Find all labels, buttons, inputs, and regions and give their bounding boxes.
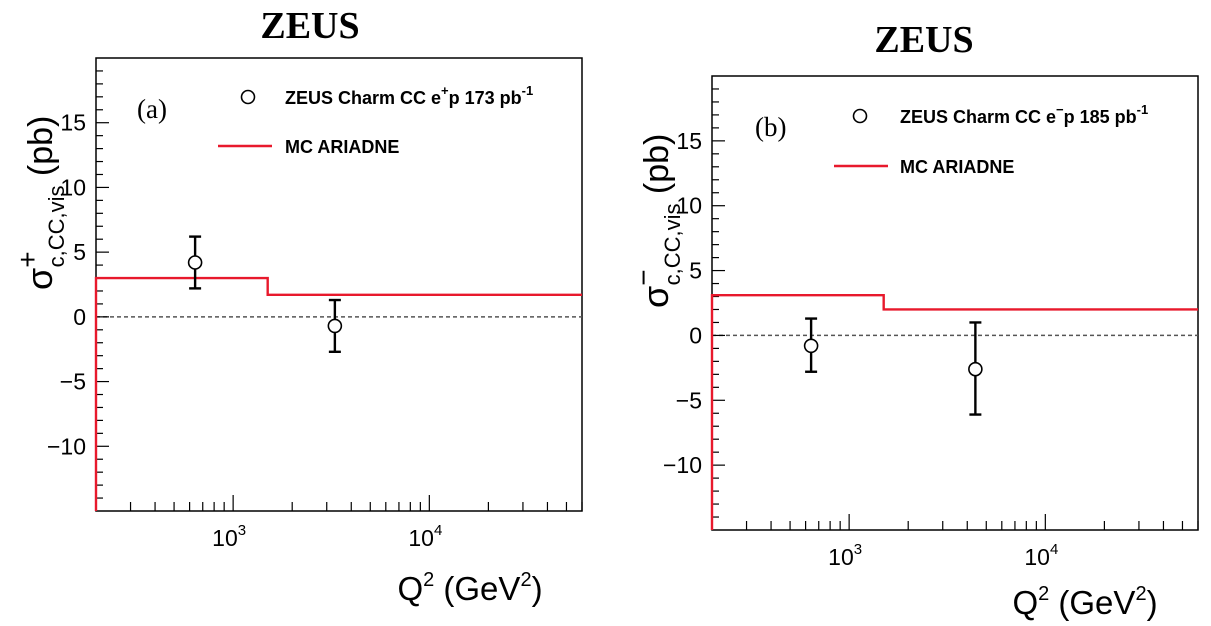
y-label-sup: + <box>12 251 43 267</box>
x-tick-base: 10 <box>408 525 434 551</box>
legend-text-sup: -1 <box>1137 102 1149 117</box>
y-tick-label: 0 <box>689 322 702 348</box>
legend-text-sup: + <box>441 83 449 98</box>
plot-frame <box>95 57 583 512</box>
x-label-unit-sup: 2 <box>1135 583 1146 605</box>
x-tick-exponent: 4 <box>434 522 442 539</box>
y-tick-label: 15 <box>60 110 86 136</box>
y-tick-label: 5 <box>73 239 86 265</box>
x-tick-label: 104 <box>1024 541 1058 570</box>
legend-text: ZEUS Charm CC e <box>285 88 441 108</box>
legend-text: p 185 pb <box>1064 107 1137 127</box>
y-tick-label: 10 <box>676 193 702 219</box>
data-point <box>968 361 983 377</box>
panel-label: (a) <box>137 94 167 124</box>
x-label-main: Q <box>397 570 423 607</box>
x-label-unit: (GeV <box>434 570 520 607</box>
legend-text: p 173 pb <box>449 88 522 108</box>
x-label-sup: 2 <box>1038 583 1049 605</box>
y-tick-label: 10 <box>60 174 86 200</box>
y-tick-label: 5 <box>689 258 702 284</box>
x-label-unit-sup: 2 <box>520 569 531 591</box>
legend-text-sup: − <box>1056 102 1064 117</box>
y-label-sup: − <box>628 269 659 285</box>
x-tick-exponent: 3 <box>238 522 246 539</box>
legend-data-marker <box>852 108 868 124</box>
x-tick-base: 10 <box>1024 544 1050 570</box>
x-tick-label: 103 <box>212 522 246 551</box>
legend-mc-label: MC ARIADNE <box>900 157 1014 177</box>
legend-text: ZEUS Charm CC e <box>900 107 1056 127</box>
mc-ariadne-step-line <box>710 294 1198 530</box>
x-axis-label: Q2 (GeV2) <box>1012 583 1157 621</box>
y-label-sub: c,CC,vis <box>44 186 69 268</box>
data-point <box>187 255 203 270</box>
x-label-sup: 2 <box>423 569 434 591</box>
y-tick-label: −10 <box>663 452 702 478</box>
y-label-sigma: σ <box>635 286 676 308</box>
mc-ariadne-step-line <box>94 276 582 511</box>
x-label-unit: (GeV <box>1049 584 1135 621</box>
legend-data-label: ZEUS Charm CC e−p 185 pb-1 <box>900 102 1148 127</box>
y-tick-label: −5 <box>60 369 86 395</box>
data-point <box>803 338 819 354</box>
chart-title: ZEUS <box>260 5 359 47</box>
x-tick-base: 10 <box>212 525 238 551</box>
legend: ZEUS Charm CC e+p 173 pb-1 MC ARIADNE <box>218 83 533 157</box>
x-label-unit-close: ) <box>1147 584 1158 621</box>
x-tick-base: 10 <box>828 544 854 570</box>
y-axis-label-group: σ+c,CC,vis (pb) <box>12 116 69 290</box>
x-tick-exponent: 3 <box>854 541 862 558</box>
x-tick-exponent: 4 <box>1050 541 1058 558</box>
panel-label: (b) <box>755 112 786 142</box>
y-axis-label-group: σ−c,CC,vis (pb) <box>628 134 685 308</box>
y-tick-label: −5 <box>676 387 702 413</box>
y-tick-label: 15 <box>676 128 702 154</box>
legend-data-label: ZEUS Charm CC e+p 173 pb-1 <box>285 83 533 108</box>
x-label-unit-close: ) <box>532 570 543 607</box>
x-tick-label: 103 <box>828 541 862 570</box>
y-tick-label: 0 <box>73 304 86 330</box>
legend-data-marker <box>240 89 256 105</box>
x-label-main: Q <box>1012 584 1038 621</box>
chart-title: ZEUS <box>874 19 973 61</box>
legend-text-sup: -1 <box>522 83 534 98</box>
data-point <box>327 318 343 334</box>
y-label-sub: c,CC,vis <box>660 204 685 286</box>
y-axis-label: σ−c,CC,vis (pb) <box>628 134 685 308</box>
y-tick-label: −10 <box>47 433 86 459</box>
y-label-unit: (pb) <box>638 134 676 204</box>
y-label-unit: (pb) <box>22 116 60 186</box>
y-axis-label: σ+c,CC,vis (pb) <box>12 116 69 290</box>
x-axis-label: Q2 (GeV2) <box>397 569 542 607</box>
legend-mc-label: MC ARIADNE <box>285 137 399 157</box>
plot-frame <box>711 75 1199 531</box>
x-tick-label: 104 <box>408 522 442 551</box>
legend: ZEUS Charm CC e−p 185 pb-1 MC ARIADNE <box>834 102 1148 177</box>
y-label-sigma: σ <box>19 268 60 290</box>
